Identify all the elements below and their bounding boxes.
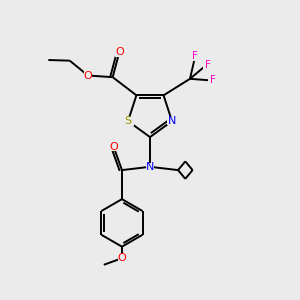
FancyBboxPatch shape [118, 254, 126, 262]
Text: F: F [205, 60, 211, 70]
Text: O: O [115, 47, 124, 57]
FancyBboxPatch shape [115, 48, 124, 57]
Text: S: S [124, 116, 132, 126]
FancyBboxPatch shape [208, 77, 215, 84]
FancyBboxPatch shape [84, 71, 92, 80]
Text: N: N [146, 162, 154, 172]
FancyBboxPatch shape [122, 117, 134, 126]
Text: O: O [109, 142, 118, 152]
Text: O: O [118, 253, 126, 263]
FancyBboxPatch shape [110, 143, 118, 151]
Text: O: O [83, 70, 92, 80]
FancyBboxPatch shape [146, 163, 154, 171]
Text: N: N [168, 116, 176, 126]
FancyBboxPatch shape [167, 117, 176, 125]
Text: F: F [210, 76, 216, 85]
Text: F: F [192, 51, 198, 61]
FancyBboxPatch shape [191, 54, 199, 61]
FancyBboxPatch shape [203, 61, 210, 69]
